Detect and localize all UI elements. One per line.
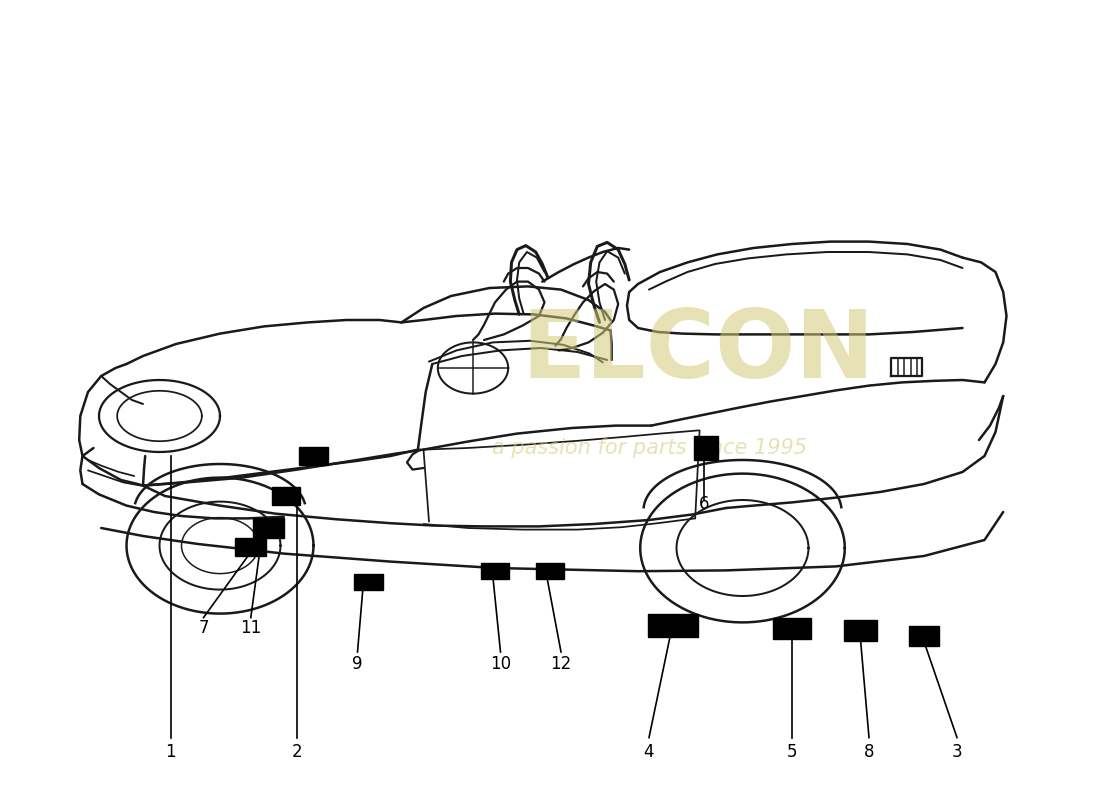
Bar — [354, 574, 383, 590]
Text: 9: 9 — [352, 655, 363, 673]
Text: 8: 8 — [864, 743, 874, 761]
Text: 5: 5 — [786, 743, 798, 761]
Text: a passion for parts since 1995: a passion for parts since 1995 — [492, 438, 806, 458]
Text: 4: 4 — [644, 743, 654, 761]
Bar — [272, 487, 300, 505]
Text: 2: 2 — [292, 743, 302, 761]
Bar — [694, 436, 718, 460]
Bar — [299, 447, 328, 465]
Bar — [253, 518, 284, 538]
Text: 3: 3 — [952, 743, 962, 761]
Text: 6: 6 — [698, 495, 710, 513]
Bar — [844, 620, 877, 641]
Bar — [481, 563, 509, 579]
Text: 11: 11 — [240, 619, 262, 637]
Text: 10: 10 — [490, 655, 512, 673]
Text: 1: 1 — [165, 743, 176, 761]
Bar — [909, 626, 939, 646]
Text: ELCON: ELCON — [521, 306, 876, 398]
Text: 7: 7 — [198, 619, 209, 637]
Text: 12: 12 — [550, 655, 572, 673]
Bar — [773, 618, 811, 639]
Bar — [536, 563, 564, 579]
Bar — [649, 614, 698, 637]
Bar — [235, 538, 266, 556]
